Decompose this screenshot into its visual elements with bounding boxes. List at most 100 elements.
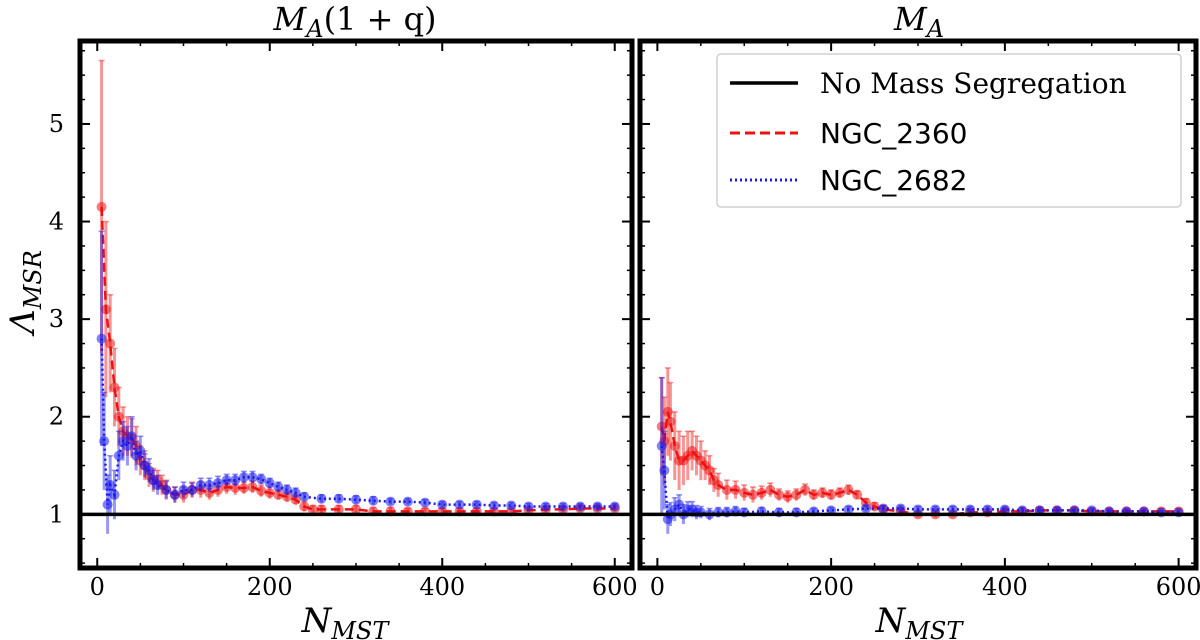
panel-left-point-ngc-2682 bbox=[187, 484, 198, 495]
legend-box bbox=[716, 53, 1182, 208]
panel-left-frame bbox=[77, 38, 635, 571]
panel-left-point-ngc-2360 bbox=[290, 494, 301, 505]
panel-left-point-ngc-2682 bbox=[126, 431, 137, 442]
panel-right-point-ngc-2360 bbox=[869, 501, 880, 512]
panel-right-point-ngc-2360 bbox=[852, 489, 863, 500]
panel-left-point-ngc-2682 bbox=[113, 450, 124, 461]
panel-left-point-ngc-2682 bbox=[273, 481, 284, 492]
panel-left-point-ngc-2360 bbox=[230, 482, 241, 493]
panel-left-point-ngc-2682 bbox=[558, 501, 568, 512]
panel-left-point-ngc-2360 bbox=[273, 489, 284, 500]
panel-right-frame bbox=[637, 38, 1199, 571]
panel-right-point-ngc-2360 bbox=[826, 489, 837, 500]
panel-left-point-ngc-2360 bbox=[264, 487, 275, 498]
panel-right-point-ngc-2360 bbox=[800, 484, 811, 495]
panel-right-xtick-label: 0 bbox=[650, 573, 665, 601]
panel-right-point-ngc-2360 bbox=[747, 489, 758, 500]
panel-left-point-ngc-2682 bbox=[282, 484, 292, 495]
panel-left-point-ngc-2682 bbox=[238, 472, 249, 483]
panel-left-point-ngc-2682 bbox=[471, 499, 482, 510]
panel-left-point-ngc-2360 bbox=[247, 481, 258, 492]
panel-right-point-ngc-2682 bbox=[999, 504, 1010, 515]
y-axis-label: ΛMSR bbox=[3, 250, 47, 337]
panel-left-point-ngc-2682 bbox=[152, 480, 163, 491]
panel-left-xtick-label: 400 bbox=[419, 573, 465, 601]
panel-right-point-ngc-2360 bbox=[713, 480, 724, 491]
panel-right-point-ngc-2682 bbox=[674, 499, 685, 510]
panel-left-xtick-label: 600 bbox=[592, 573, 638, 601]
panel-left-point-ngc-2682 bbox=[105, 480, 116, 491]
panel-left-point-ngc-2682 bbox=[230, 475, 241, 486]
panel-left-xtick-label: 0 bbox=[90, 573, 105, 601]
panel-left-point-ngc-2682 bbox=[204, 480, 215, 491]
panel-left-point-ngc-2682 bbox=[420, 497, 430, 508]
panel-right-point-ngc-2360 bbox=[834, 487, 845, 498]
panel-left-point-ngc-2682 bbox=[122, 441, 133, 452]
panel-right-point-ngc-2682 bbox=[913, 504, 923, 515]
panel-left-point-ngc-2682 bbox=[221, 475, 232, 486]
panel-right-point-ngc-2682 bbox=[930, 504, 941, 515]
legend-label-no-mass-segregation: No Mass Segregation bbox=[820, 67, 1127, 100]
panel-right-point-ngc-2360 bbox=[662, 406, 673, 417]
panel-left-point-ngc-2682 bbox=[299, 491, 310, 502]
panel-left-ytick-label: 4 bbox=[49, 208, 64, 236]
panel-left-point-ngc-2682 bbox=[523, 501, 534, 512]
panel-right-point-ngc-2360 bbox=[730, 484, 741, 495]
panel-right-xtick-label: 600 bbox=[1156, 573, 1200, 601]
panel-left-point-ngc-2682 bbox=[99, 436, 110, 447]
panel-right-point-ngc-2682 bbox=[965, 504, 976, 515]
panel-right-point-ngc-2682 bbox=[947, 504, 958, 515]
panel-left-point-ngc-2682 bbox=[489, 500, 499, 511]
panel-left-point-ngc-2682 bbox=[247, 472, 258, 483]
panel-left-point-ngc-2360 bbox=[96, 201, 107, 212]
panel-right-point-ngc-2682 bbox=[843, 504, 854, 515]
panel-right-point-ngc-2682 bbox=[659, 465, 670, 476]
panel-left-ytick-label: 3 bbox=[49, 305, 64, 333]
panel-left-point-ngc-2682 bbox=[385, 496, 396, 507]
panel-left-point-ngc-2682 bbox=[351, 494, 361, 505]
panel-right-point-ngc-2360 bbox=[756, 487, 767, 498]
panel-left-point-ngc-2682 bbox=[213, 478, 223, 489]
panel-left-point-ngc-2682 bbox=[256, 474, 267, 485]
panel-left-point-ngc-2682 bbox=[109, 489, 120, 500]
panel-right-point-ngc-2360 bbox=[669, 441, 680, 452]
panel-right-point-ngc-2360 bbox=[656, 421, 667, 432]
panel-left-point-ngc-2682 bbox=[592, 501, 603, 512]
panel-right-point-ngc-2682 bbox=[860, 503, 871, 514]
panel-left-point-ngc-2682 bbox=[402, 496, 413, 507]
panel-left-point-ngc-2360 bbox=[238, 482, 249, 493]
panel-right-point-ngc-2682 bbox=[878, 503, 889, 514]
panel-left-point-ngc-2682 bbox=[161, 484, 172, 495]
panel-right-point-ngc-2360 bbox=[774, 489, 784, 500]
legend-label-ngc-2360: NGC_2360 bbox=[820, 117, 967, 150]
panel-left-point-ngc-2360 bbox=[113, 411, 124, 422]
panel-right: MA NMST 0 200 400 600 bbox=[637, 0, 1200, 640]
panel-left-point-ngc-2360 bbox=[282, 491, 292, 502]
panel-right-point-ngc-2360 bbox=[704, 465, 715, 476]
panel-left-point-ngc-2360 bbox=[213, 484, 223, 495]
panel-right-xlabel: NMST bbox=[875, 601, 965, 640]
panel-left-point-ngc-2360 bbox=[221, 481, 232, 492]
panel-right-xtick-label: 400 bbox=[982, 573, 1028, 601]
panel-left-point-ngc-2682 bbox=[135, 445, 146, 456]
panel-left-point-ngc-2360 bbox=[351, 504, 361, 515]
panel-right-point-ngc-2682 bbox=[656, 441, 667, 452]
panel-left-xtick-label: 200 bbox=[247, 573, 293, 601]
panel-right-point-ngc-2360 bbox=[817, 487, 828, 498]
panel-right-point-ngc-2682 bbox=[895, 503, 906, 514]
panel-right-xtick-label: 200 bbox=[808, 573, 854, 601]
panel-right-point-ngc-2360 bbox=[739, 487, 750, 498]
panel-left-point-ngc-2360 bbox=[256, 485, 267, 496]
legend: No Mass Segregation NGC_2360 NGC_2682 bbox=[716, 53, 1182, 208]
panel-left-point-ngc-2360 bbox=[105, 338, 116, 349]
panel-right-point-ngc-2360 bbox=[782, 491, 793, 502]
panel-left-ytick-label: 1 bbox=[49, 500, 64, 528]
panel-right-point-ngc-2360 bbox=[808, 489, 819, 500]
panel-left-point-ngc-2360 bbox=[307, 504, 318, 515]
panel-right-point-ngc-2360 bbox=[721, 484, 732, 495]
panel-left-title: MA(1 + q) bbox=[272, 0, 436, 43]
panel-right-series-line-ngc-2682 bbox=[660, 445, 1179, 524]
panel-left-point-ngc-2682 bbox=[316, 493, 327, 504]
panel-left-point-ngc-2682 bbox=[609, 501, 620, 512]
